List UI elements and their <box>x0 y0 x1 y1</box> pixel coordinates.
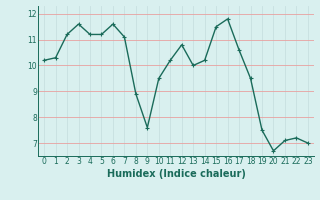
X-axis label: Humidex (Indice chaleur): Humidex (Indice chaleur) <box>107 169 245 179</box>
